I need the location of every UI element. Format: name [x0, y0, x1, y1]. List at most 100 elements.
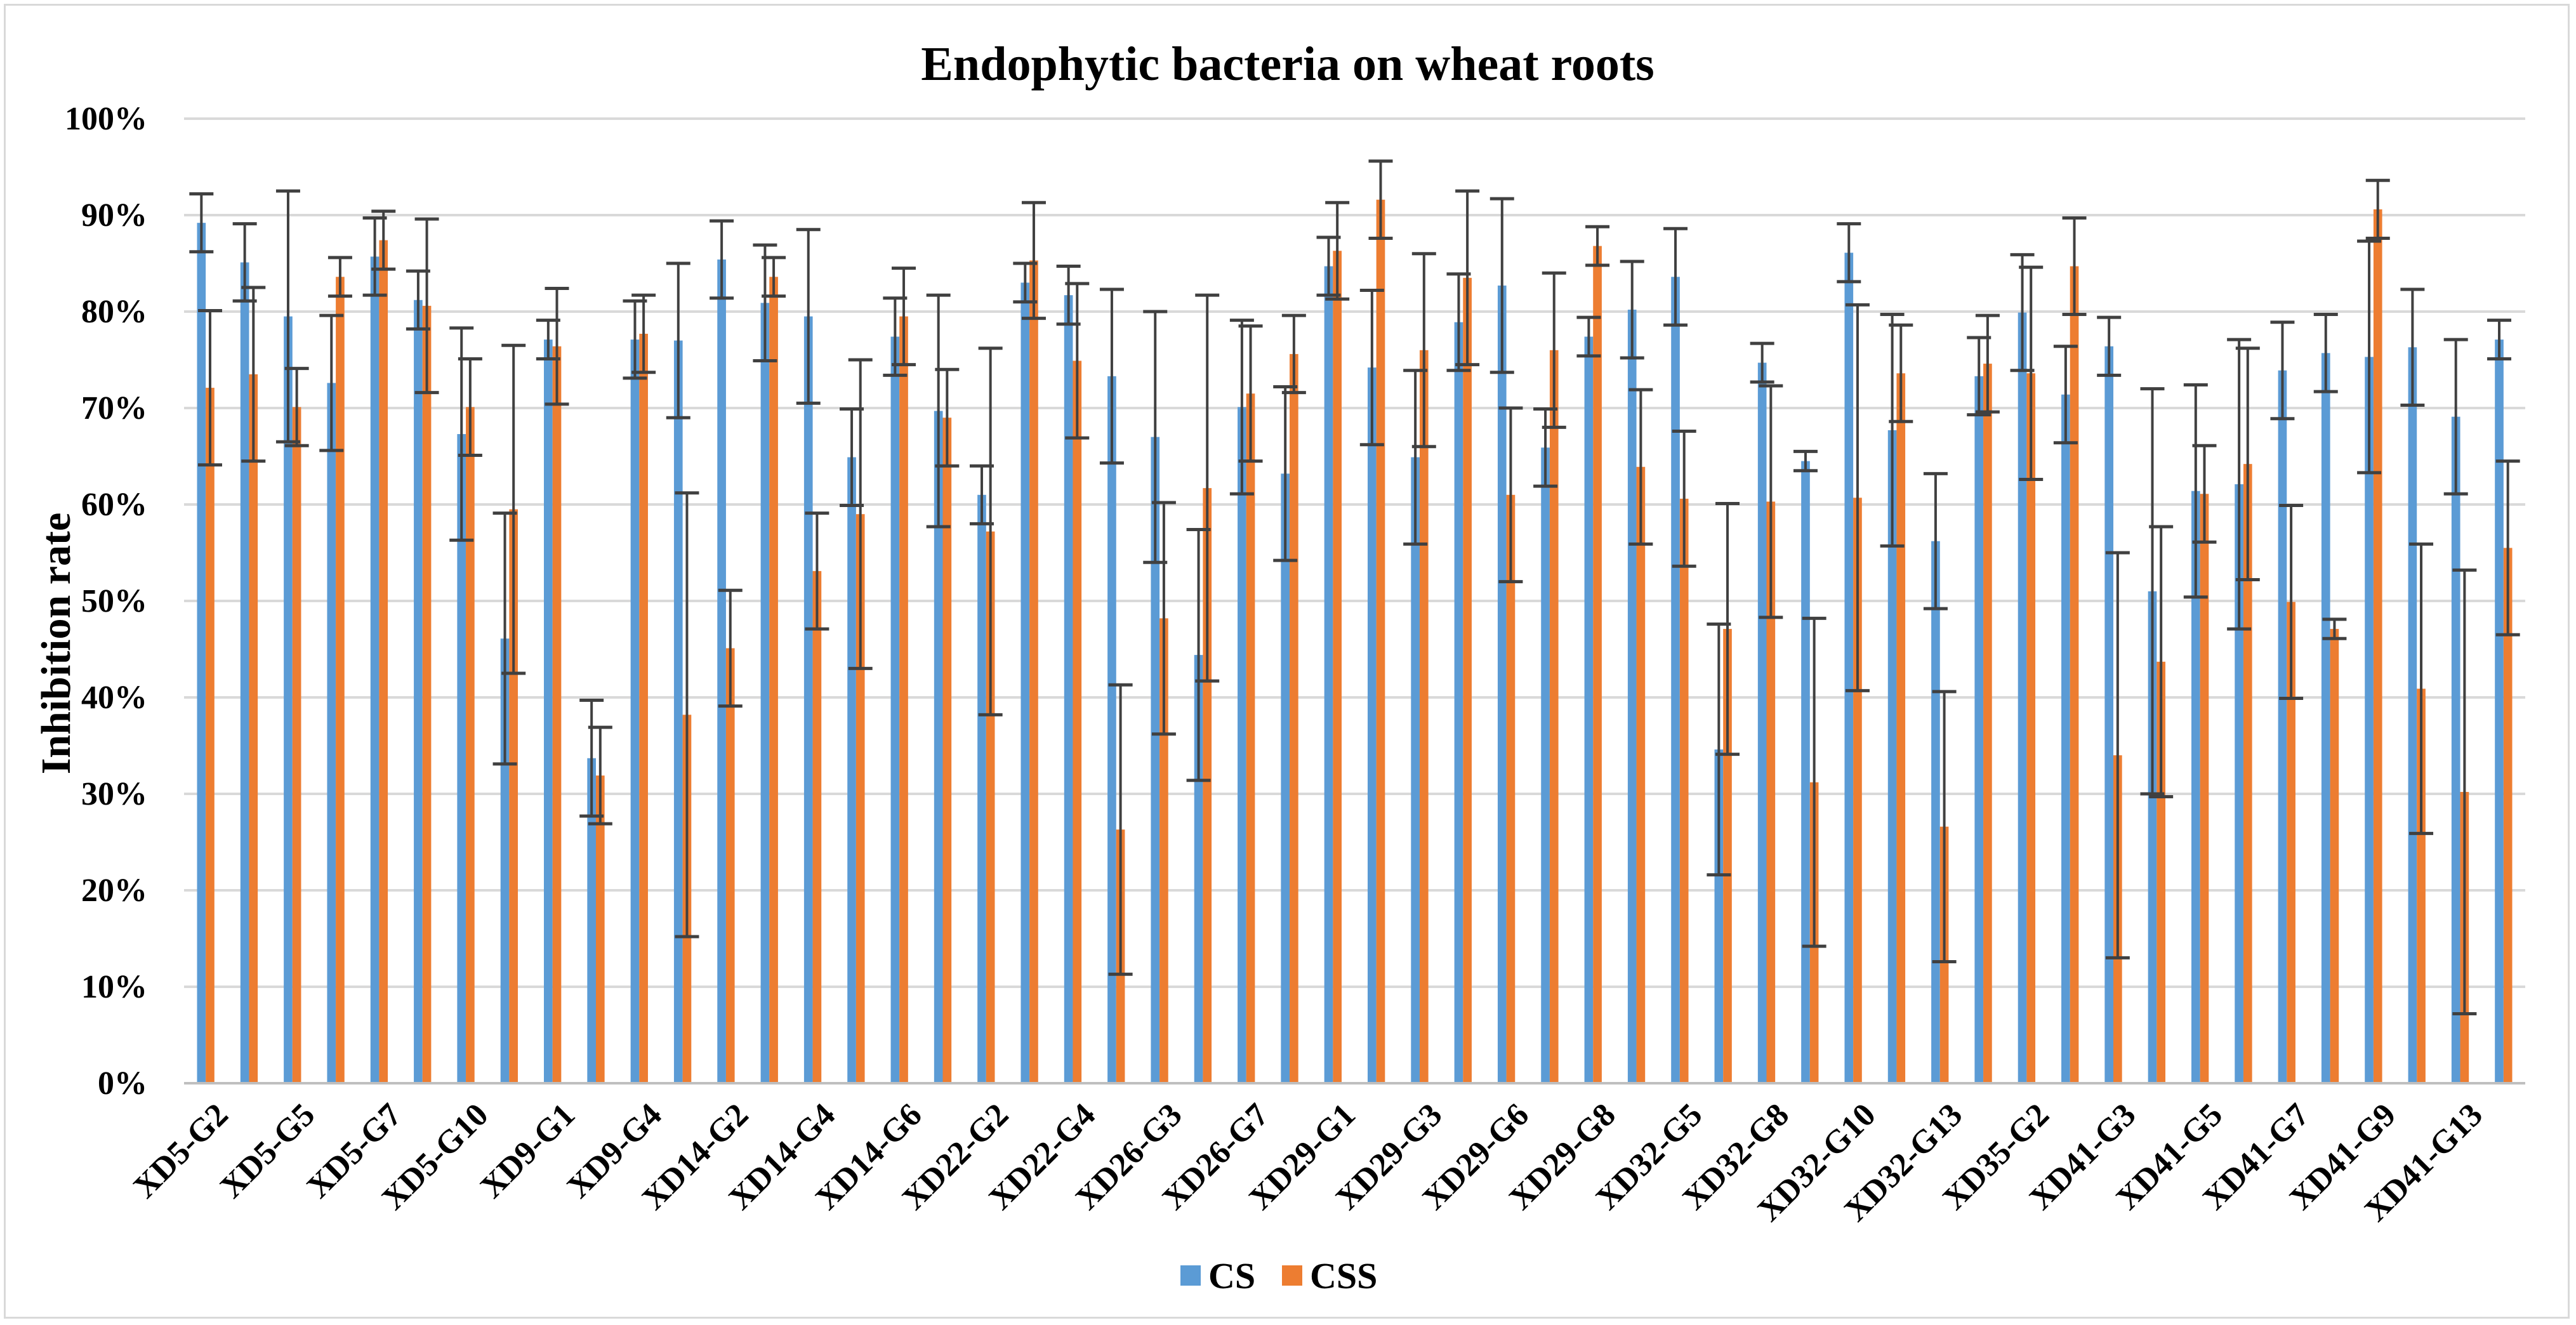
- error-bar-css: [1455, 189, 1480, 367]
- bar-css: [1463, 277, 1472, 1083]
- bar-cs: [2451, 416, 2460, 1084]
- error-bar-css: [2409, 542, 2434, 835]
- bar-css: [1290, 353, 1298, 1083]
- bar-css: [2373, 209, 2382, 1083]
- bar-css: [292, 407, 301, 1083]
- y-tick-label: 60%: [81, 487, 147, 523]
- error-bar-cs: [1880, 313, 1905, 548]
- legend-item-css: CSS: [1282, 1255, 1377, 1296]
- error-bar-css: [1021, 201, 1046, 320]
- y-tick-label: 0%: [98, 1065, 147, 1102]
- legend-label: CSS: [1310, 1255, 1377, 1296]
- gridlines: [184, 117, 2525, 988]
- error-bar-css: [1238, 324, 1263, 463]
- bar-css: [1983, 364, 1992, 1083]
- bar-css: [1246, 393, 1255, 1084]
- y-tick-label: 90%: [81, 197, 147, 234]
- error-bar-css: [2452, 568, 2477, 1016]
- error-bar-css: [545, 287, 569, 406]
- bar-css: [2243, 464, 2252, 1083]
- bar-cs: [673, 340, 683, 1083]
- error-bar-css: [1715, 501, 1740, 756]
- bar-cs: [327, 383, 336, 1083]
- bar-css: [2503, 548, 2513, 1083]
- bar-css: [639, 333, 648, 1084]
- error-bar-css: [1585, 225, 1610, 267]
- error-bar-css: [762, 256, 786, 298]
- bar-css: [1636, 466, 1646, 1083]
- bar-css: [1333, 251, 1342, 1083]
- error-bar-css: [1325, 201, 1350, 301]
- bar-cs: [977, 494, 986, 1083]
- y-tick-label: 70%: [81, 390, 147, 426]
- error-bar-css: [1368, 159, 1393, 240]
- error-bar-cs: [2487, 319, 2512, 360]
- error-bar-css: [892, 267, 916, 367]
- error-bar-cs: [1923, 471, 1948, 610]
- bar-cs: [1367, 367, 1377, 1084]
- bar-css: [812, 570, 822, 1083]
- bar-cs: [1020, 282, 1030, 1083]
- error-bars: [189, 159, 2520, 1016]
- error-bar-css: [1759, 384, 1783, 619]
- error-bar-css: [458, 357, 482, 457]
- bar-css: [1679, 498, 1689, 1083]
- bar-cs: [1931, 541, 1940, 1083]
- bar-cs: [1281, 473, 1290, 1083]
- bar-css: [422, 305, 432, 1083]
- error-bar-css: [2495, 459, 2520, 636]
- bar-css: [552, 346, 562, 1083]
- error-bar-cs: [319, 313, 344, 452]
- y-tick-label: 30%: [81, 776, 147, 812]
- bar-cs: [457, 434, 466, 1083]
- bar-cs: [2365, 357, 2374, 1084]
- bar-css: [1506, 494, 1516, 1083]
- bar-cs: [1844, 253, 1854, 1083]
- error-bar-css: [1889, 323, 1913, 423]
- bar-cs: [1064, 295, 1073, 1083]
- y-tick-label: 10%: [81, 969, 147, 1005]
- bar-cs: [934, 411, 943, 1083]
- error-bar-css: [2149, 525, 2174, 799]
- error-bar-css: [197, 308, 222, 467]
- error-bar-cs: [1750, 341, 1774, 384]
- error-bar-cs: [1793, 449, 1818, 473]
- bar-cs: [717, 259, 726, 1083]
- bar-css: [986, 531, 995, 1083]
- error-bar-css: [2019, 265, 2044, 481]
- error-bar-css: [1628, 388, 1653, 546]
- bar-css: [2287, 602, 2295, 1083]
- error-bar-css: [2192, 444, 2217, 544]
- bar-cs: [1324, 266, 1333, 1083]
- error-bar-cs: [666, 261, 690, 419]
- legend-swatch: [1180, 1265, 1201, 1286]
- error-bar-css: [284, 367, 309, 447]
- error-bar-cs: [2443, 338, 2468, 496]
- error-bar-css: [1498, 406, 1523, 584]
- error-bar-cs: [926, 293, 951, 529]
- y-tick-label: 40%: [81, 680, 147, 716]
- bars: [197, 199, 2513, 1084]
- error-bar-css: [718, 588, 743, 708]
- bar-cs: [1497, 285, 1507, 1084]
- bar-cs: [2495, 339, 2504, 1083]
- chart-title: Endophytic bacteria on wheat roots: [921, 37, 1655, 91]
- bar-cs: [1974, 376, 1984, 1083]
- error-bar-css: [1802, 616, 1826, 948]
- bar-css: [509, 509, 519, 1083]
- error-bar-css: [1151, 501, 1176, 736]
- bar-css: [2330, 629, 2339, 1083]
- y-tick-label: 20%: [81, 873, 147, 909]
- bar-css: [2200, 494, 2209, 1083]
- error-bar-cs: [753, 243, 777, 363]
- bar-css: [1593, 246, 1602, 1083]
- error-bar-css: [501, 343, 526, 675]
- bar-cs: [1757, 362, 1767, 1083]
- bar-cs: [197, 223, 206, 1083]
- x-tick-label: XD5-G2: [127, 1097, 235, 1205]
- bar-cs: [240, 262, 249, 1084]
- legend-label: CS: [1208, 1255, 1255, 1296]
- y-tick-label: 80%: [81, 294, 147, 330]
- y-tick-label: 50%: [81, 583, 147, 619]
